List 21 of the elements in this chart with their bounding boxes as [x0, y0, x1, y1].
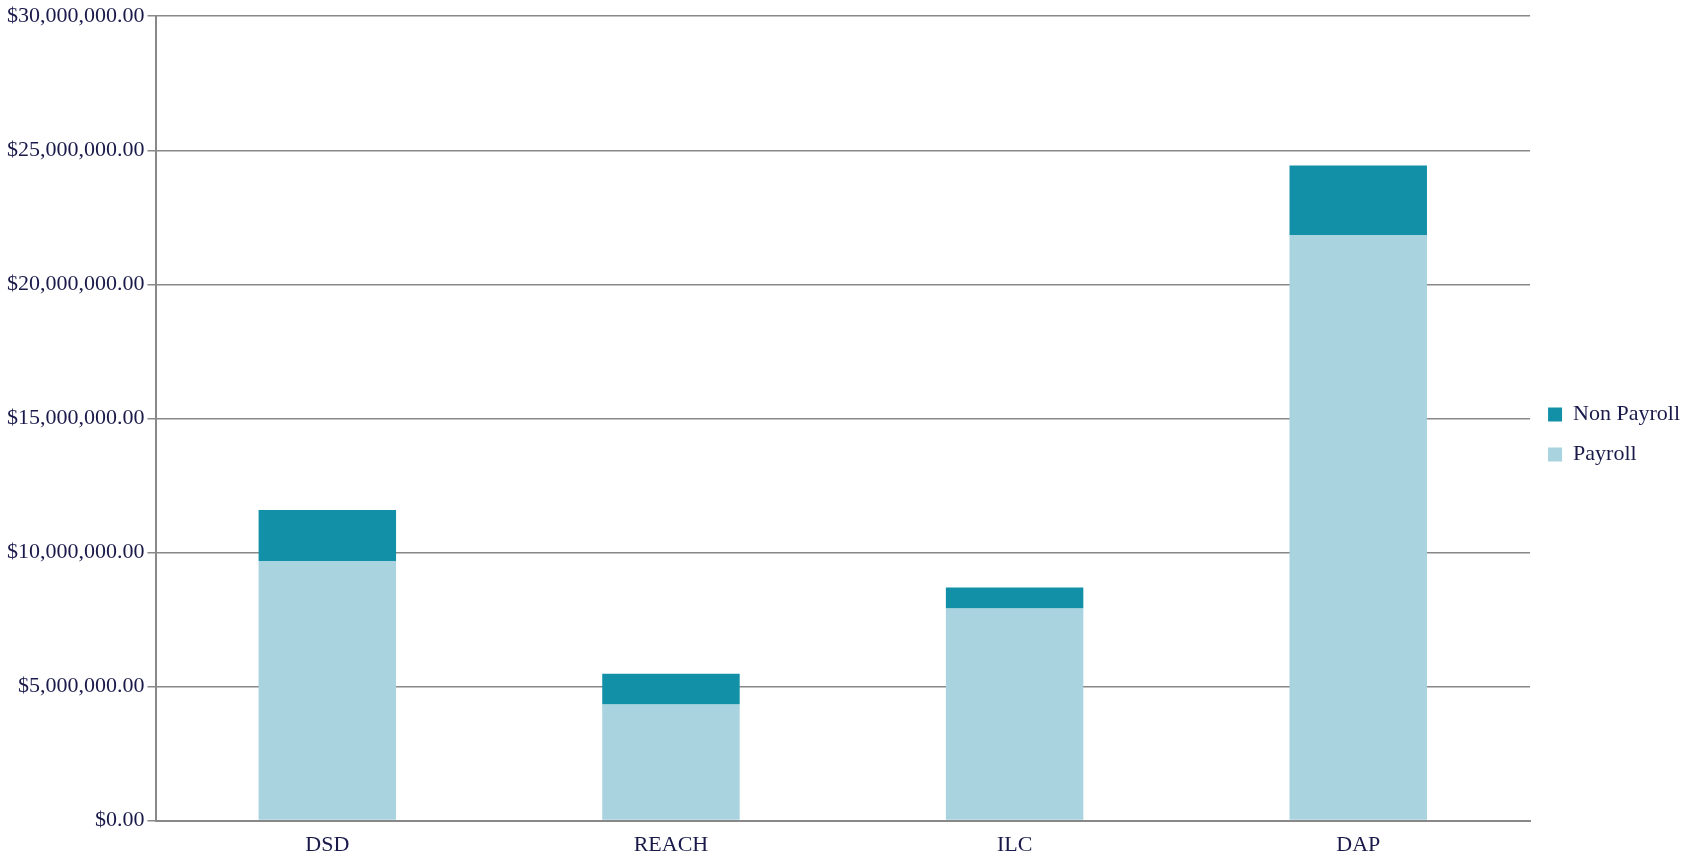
bar [602, 673, 740, 705]
y-tick-label: $30,000,000.00 [7, 1, 145, 27]
bar [258, 510, 397, 562]
y-tick-label: $15,000,000.00 [7, 404, 145, 430]
bar [945, 608, 1084, 820]
y-tick-label: $25,000,000.00 [7, 136, 145, 162]
x-tick-label: DSD [305, 830, 350, 856]
bar [945, 587, 1084, 609]
x-tick-label: REACH [633, 830, 709, 856]
legend-label: Non Payroll [1573, 400, 1681, 426]
bar [258, 561, 397, 820]
legend-label: Payroll [1573, 440, 1637, 466]
bar [602, 704, 740, 820]
y-tick-label: $10,000,000.00 [7, 538, 145, 564]
bar [1289, 165, 1427, 235]
bar [1289, 235, 1427, 820]
y-tick-label: $0.00 [95, 806, 145, 832]
y-tick-label: $5,000,000.00 [18, 672, 145, 698]
y-tick-label: $20,000,000.00 [7, 270, 145, 296]
x-tick-label: DAP [1336, 830, 1381, 856]
x-tick-label: ILC [996, 830, 1033, 856]
